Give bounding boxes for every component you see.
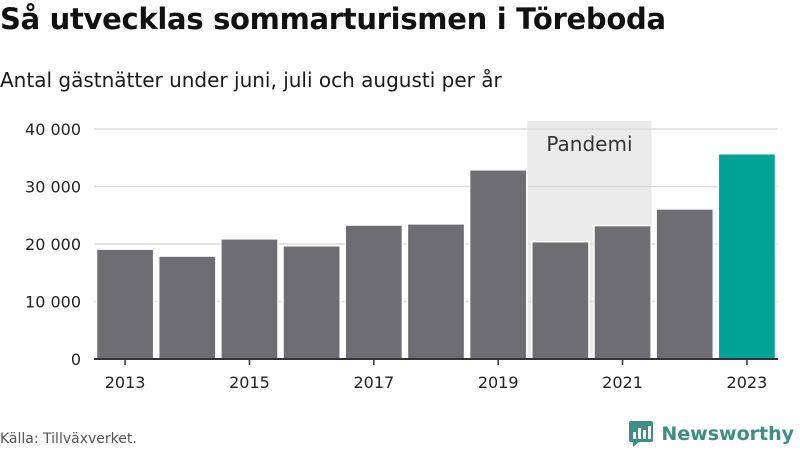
bar-2017 — [344, 224, 404, 360]
x-tick-label: 2015 — [229, 373, 270, 392]
y-tick-label: 20 000 — [25, 235, 81, 254]
y-tick-label: 40 000 — [25, 120, 81, 139]
chart-subtitle: Antal gästnätter under juni, juli och au… — [0, 68, 502, 92]
bar-2020 — [531, 240, 590, 360]
bar-2016 — [282, 244, 341, 360]
bar-2019 — [468, 169, 528, 360]
pandemic-label: Pandemi — [546, 132, 632, 156]
x-tick-label: 2019 — [478, 373, 519, 392]
brand-name: Newsworthy — [661, 423, 794, 445]
newsworthy-logo-icon — [629, 421, 654, 447]
bar-2018 — [406, 223, 466, 360]
x-tick-label: 2017 — [353, 373, 394, 392]
source-note: Källa: Tillväxverket. — [0, 431, 137, 447]
y-tick-label: 30 000 — [25, 178, 81, 197]
brand-logo: Newsworthy — [629, 420, 794, 448]
y-tick-label: 10 000 — [25, 293, 81, 312]
bar-2022 — [655, 208, 715, 360]
bar-2023 — [717, 152, 777, 360]
bar-2013 — [95, 248, 155, 360]
x-tick-label: 2023 — [727, 373, 768, 392]
bar-2014 — [157, 255, 217, 360]
y-tick-label: 0 — [71, 350, 81, 369]
chart-title: Så utvecklas sommarturismen i Töreboda — [0, 2, 666, 36]
bar-chart: Pandemi 0 10 000 20 000 30 000 40 000 2013 201… — [25, 120, 778, 392]
x-tick-label: 2021 — [602, 373, 643, 392]
axis-layer: 0 10 000 20 000 30 000 40 000 2013 2015 2017 201… — [25, 120, 778, 392]
bar-layer — [95, 152, 777, 360]
bar-2021 — [593, 224, 652, 360]
bar-2015 — [220, 238, 279, 360]
x-tick-label: 2013 — [105, 373, 146, 392]
